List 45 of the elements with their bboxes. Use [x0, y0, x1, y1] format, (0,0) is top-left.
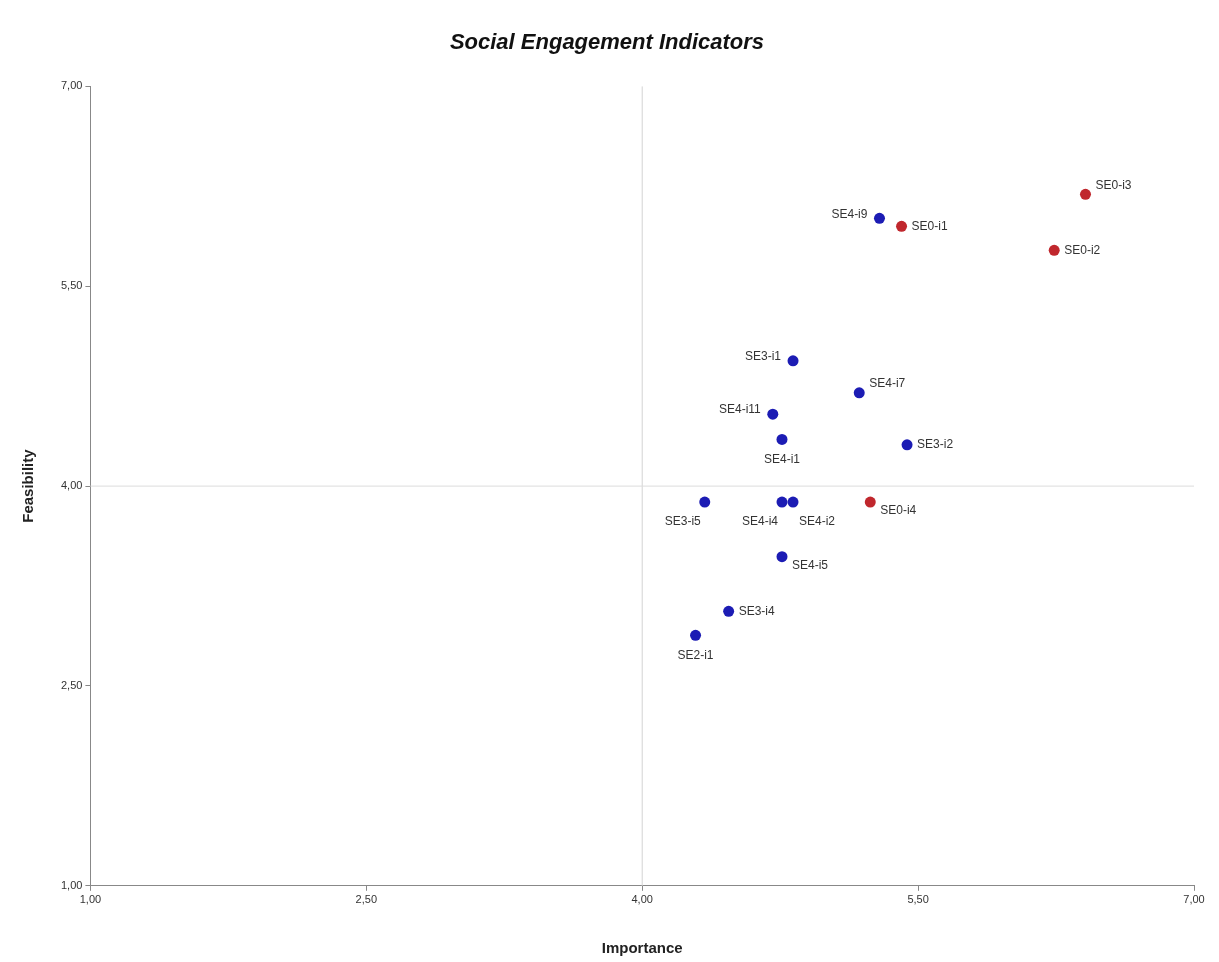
annotation: SE0-i3 — [1095, 177, 1132, 192]
point — [787, 496, 799, 508]
x-tick-label: 1,00 — [79, 893, 102, 906]
point — [1079, 188, 1091, 200]
point — [776, 496, 788, 508]
point — [864, 496, 876, 508]
annotation: SE4-i1 — [763, 451, 801, 466]
annotation: SE3-i1 — [745, 349, 782, 364]
point — [699, 496, 711, 508]
annotation: SE0-i1 — [911, 218, 948, 233]
y-tick-label: 4,00 — [60, 479, 83, 492]
annotation: SE4-i4 — [741, 514, 779, 529]
annotation: SE4-i11 — [718, 402, 762, 417]
point — [853, 387, 865, 399]
point — [787, 355, 799, 367]
annotation: SE4-i9 — [831, 206, 868, 221]
annotation: SE4-i5 — [791, 558, 829, 573]
annotation: SE2-i1 — [677, 647, 714, 662]
point — [901, 439, 913, 451]
x-tick-label: 4,00 — [631, 893, 653, 906]
point — [776, 551, 788, 563]
x-axis-title: Importance — [601, 939, 683, 957]
y-tick-label: 1,00 — [60, 878, 83, 891]
point — [767, 408, 779, 420]
annotation: SE4-i2 — [799, 514, 836, 529]
point — [1048, 244, 1060, 256]
annotation: SE4-i7 — [869, 376, 906, 391]
annotation: SE3-i4 — [738, 603, 775, 618]
annotation: SE3-i5 — [664, 514, 702, 529]
annotation: SE3-i2 — [917, 437, 954, 452]
y-axis-title: Feasibility — [19, 448, 37, 523]
y-tick-label: 7,00 — [60, 79, 83, 92]
y-tick-label: 5,50 — [60, 279, 83, 292]
annotation: SE0-i2 — [1064, 242, 1101, 257]
x-tick-label: 5,50 — [907, 893, 929, 906]
x-tick-label: 7,00 — [1183, 893, 1205, 906]
chart-title: Social Engagement Indicators — [449, 29, 765, 55]
point — [896, 220, 908, 232]
point — [690, 629, 702, 641]
annotation: SE0-i4 — [880, 503, 917, 518]
point — [723, 605, 735, 617]
x-tick-label: 2,50 — [355, 893, 378, 906]
y-tick-label: 2,50 — [60, 678, 83, 691]
point — [776, 433, 788, 445]
point — [873, 212, 885, 224]
